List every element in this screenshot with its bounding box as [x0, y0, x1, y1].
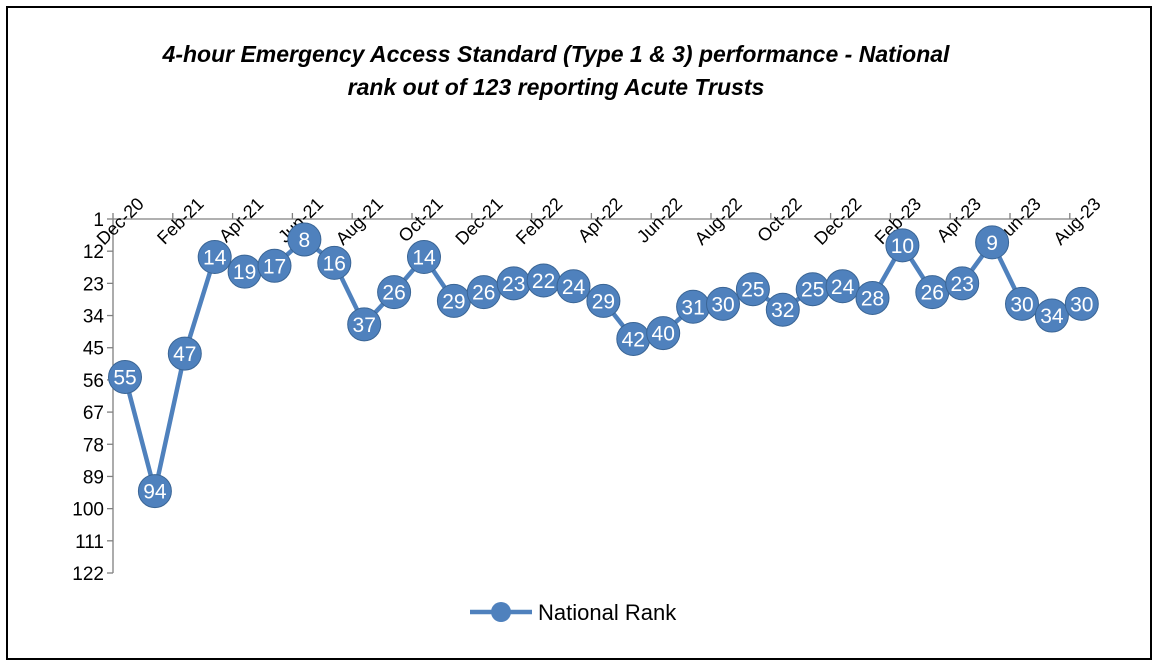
- x-tick-label: Jun-22: [633, 194, 686, 247]
- data-label: 25: [801, 279, 824, 302]
- data-point: [407, 240, 441, 275]
- data-point: [945, 266, 980, 301]
- data-label: 9: [986, 232, 998, 255]
- data-label: 30: [1070, 293, 1093, 316]
- data-label: 47: [173, 343, 196, 366]
- data-label: 17: [263, 255, 286, 278]
- chart-frame: [6, 6, 1152, 660]
- data-label: 29: [442, 290, 465, 313]
- data-point: [765, 292, 800, 327]
- data-point: [735, 272, 770, 307]
- x-tick-label: Aug-22: [691, 194, 746, 249]
- x-tick-label: Oct-21: [394, 194, 446, 246]
- series-national-rank: 55 94 47 14 19 17 8 16 37 26 14 29 26 23 22 24 29 42 40 31 3…: [108, 222, 1099, 509]
- data-point: [108, 359, 142, 394]
- chart-title: 4-hour Emergency Access Standard (Type 1…: [0, 38, 1112, 104]
- chart-title-line-2: rank out of 123 reporting Acute Trusts: [347, 74, 765, 100]
- data-label: 31: [681, 296, 704, 319]
- data-point: [317, 245, 352, 280]
- data-point: [586, 283, 621, 318]
- data-label: 30: [1010, 293, 1033, 316]
- data-point: [377, 275, 412, 310]
- data-point: [197, 240, 232, 275]
- x-tick-label: Aug-21: [332, 194, 387, 249]
- data-point: [287, 222, 322, 257]
- data-label: 28: [861, 287, 884, 310]
- data-point: [1005, 286, 1039, 321]
- data-label: 42: [622, 328, 645, 351]
- chart-title-line-1: 4-hour Emergency Access Standard (Type 1…: [162, 41, 950, 67]
- data-label: 30: [711, 293, 734, 316]
- data-label: 22: [532, 270, 555, 293]
- y-tick-label: 1: [93, 210, 104, 231]
- data-label: 19: [233, 261, 256, 284]
- x-tick-label: Aug-23: [1049, 194, 1104, 249]
- data-point: [975, 225, 1010, 260]
- data-label: 25: [741, 279, 764, 302]
- data-label: 37: [353, 314, 376, 337]
- x-tick-label: Apr-21: [215, 194, 267, 246]
- data-label: 23: [502, 273, 525, 296]
- data-point: [1064, 286, 1099, 321]
- data-point: [167, 336, 202, 371]
- data-point: [257, 248, 292, 283]
- axes: [112, 218, 1075, 573]
- data-label: 14: [203, 247, 227, 270]
- x-tick-label: Feb-21: [153, 194, 207, 248]
- y-tick-label: 100: [72, 500, 104, 521]
- data-label: 26: [921, 282, 944, 305]
- legend-label: National Rank: [538, 600, 677, 625]
- x-tick-label: Dec-21: [451, 194, 506, 249]
- y-tick-label: 45: [83, 339, 104, 360]
- data-label: 34: [1040, 305, 1064, 328]
- data-label: 16: [323, 252, 346, 275]
- y-tick-label: 56: [83, 371, 104, 392]
- y-tick-label: 34: [83, 307, 105, 328]
- data-point: [646, 316, 681, 351]
- data-label: 8: [299, 229, 311, 252]
- data-label: 94: [143, 481, 167, 504]
- data-point: [137, 474, 172, 509]
- data-point: [706, 286, 740, 321]
- data-point: [556, 269, 591, 304]
- data-label: 29: [592, 290, 615, 313]
- data-label: 24: [562, 276, 586, 299]
- data-label: 23: [951, 273, 974, 296]
- y-tick-label: 67: [83, 403, 104, 424]
- data-label: 32: [771, 299, 794, 322]
- data-point: [855, 280, 890, 315]
- y-tick-label: 111: [75, 532, 104, 553]
- data-label: 26: [382, 282, 405, 305]
- data-point: [347, 307, 382, 342]
- data-label: 24: [831, 276, 855, 299]
- data-label: 55: [113, 366, 136, 389]
- y-tick-label: 78: [83, 435, 104, 456]
- y-tick-label: 23: [83, 274, 104, 295]
- data-label: 26: [472, 282, 495, 305]
- data-point: [885, 228, 920, 263]
- y-tick-label: 122: [72, 564, 104, 585]
- legend: National Rank: [470, 600, 677, 625]
- data-point: [825, 269, 860, 304]
- y-tick-label: 12: [83, 242, 104, 263]
- x-tick-label: Oct-22: [753, 194, 805, 246]
- legend-marker: [491, 602, 511, 622]
- data-label: 14: [412, 247, 436, 270]
- y-tick-label: 89: [83, 467, 104, 488]
- data-label: 10: [891, 235, 914, 258]
- data-point: [1034, 298, 1069, 333]
- y-axis-ticks: 1 12 23 34 45 56 67 78 89 100 111 122: [72, 210, 113, 585]
- data-label: 40: [652, 323, 675, 346]
- x-tick-label: Feb-22: [512, 194, 566, 248]
- x-tick-label: Dec-22: [810, 194, 865, 249]
- x-axis-ticks: Dec-20 Feb-21 Apr-21 Jun-21 Aug-21 Oct-21 Dec-…: [93, 194, 1105, 249]
- x-tick-label: Apr-22: [574, 194, 626, 246]
